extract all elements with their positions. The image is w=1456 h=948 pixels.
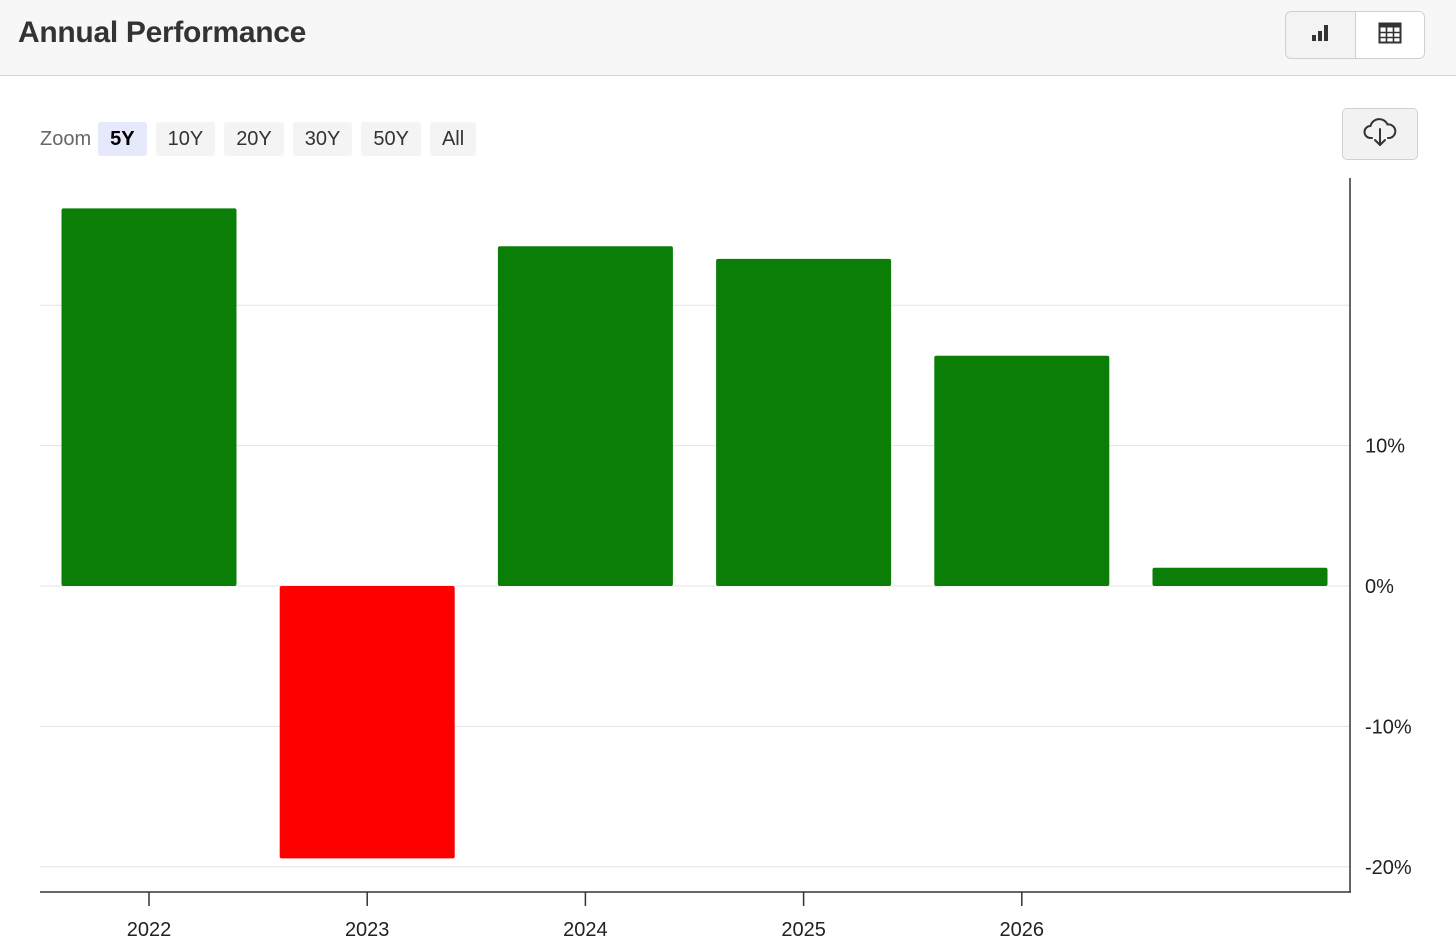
y-tick-label: -20% bbox=[1365, 857, 1412, 879]
page-title: Annual Performance bbox=[18, 16, 307, 49]
table-icon bbox=[1378, 22, 1402, 49]
y-tick-label: 10% bbox=[1365, 436, 1405, 458]
zoom-5y-button[interactable]: 5Y bbox=[98, 122, 147, 156]
zoom-50y-button[interactable]: 50Y bbox=[361, 122, 421, 156]
chart-header: Annual Performance bbox=[0, 0, 1456, 76]
x-tick-label: 2026 bbox=[1000, 919, 1045, 941]
zoom-label: Zoom bbox=[40, 127, 92, 150]
bar-2024[interactable] bbox=[497, 246, 673, 586]
axes bbox=[40, 178, 1351, 906]
zoom-30y-button[interactable]: 30Y bbox=[292, 122, 353, 156]
x-tick-label: 2025 bbox=[781, 919, 826, 941]
x-tick-label: 2024 bbox=[563, 919, 608, 941]
view-toggle bbox=[1285, 11, 1425, 59]
grid-lines bbox=[40, 304, 1350, 868]
x-tick-label: 2023 bbox=[345, 919, 390, 941]
x-tick-label: 2022 bbox=[127, 919, 172, 941]
y-tick-label: -10% bbox=[1365, 716, 1412, 738]
bar-2023[interactable] bbox=[279, 586, 455, 859]
cloud-download-icon bbox=[1363, 116, 1397, 153]
zoom-all-button[interactable]: All bbox=[429, 122, 477, 156]
bar-2025[interactable] bbox=[716, 258, 892, 586]
zoom-bar: Zoom 5Y 10Y 20Y 30Y 50Y All bbox=[40, 122, 485, 156]
zoom-10y-button[interactable]: 10Y bbox=[155, 122, 216, 156]
bar-item-6[interactable] bbox=[1152, 567, 1328, 586]
y-tick-label: 0% bbox=[1365, 576, 1394, 598]
zoom-20y-button[interactable]: 20Y bbox=[224, 122, 284, 156]
tick-labels: 2022 2023 2024 2025 2026 10% 0% -10% -20% bbox=[127, 436, 1412, 941]
chart-view-button[interactable] bbox=[1286, 12, 1355, 58]
bar-2026[interactable] bbox=[934, 355, 1110, 586]
bar-chart-icon bbox=[1309, 23, 1331, 48]
bar-2022[interactable] bbox=[61, 208, 237, 586]
bar-series bbox=[61, 208, 1328, 859]
download-button[interactable] bbox=[1342, 108, 1418, 160]
table-view-button[interactable] bbox=[1354, 12, 1424, 58]
